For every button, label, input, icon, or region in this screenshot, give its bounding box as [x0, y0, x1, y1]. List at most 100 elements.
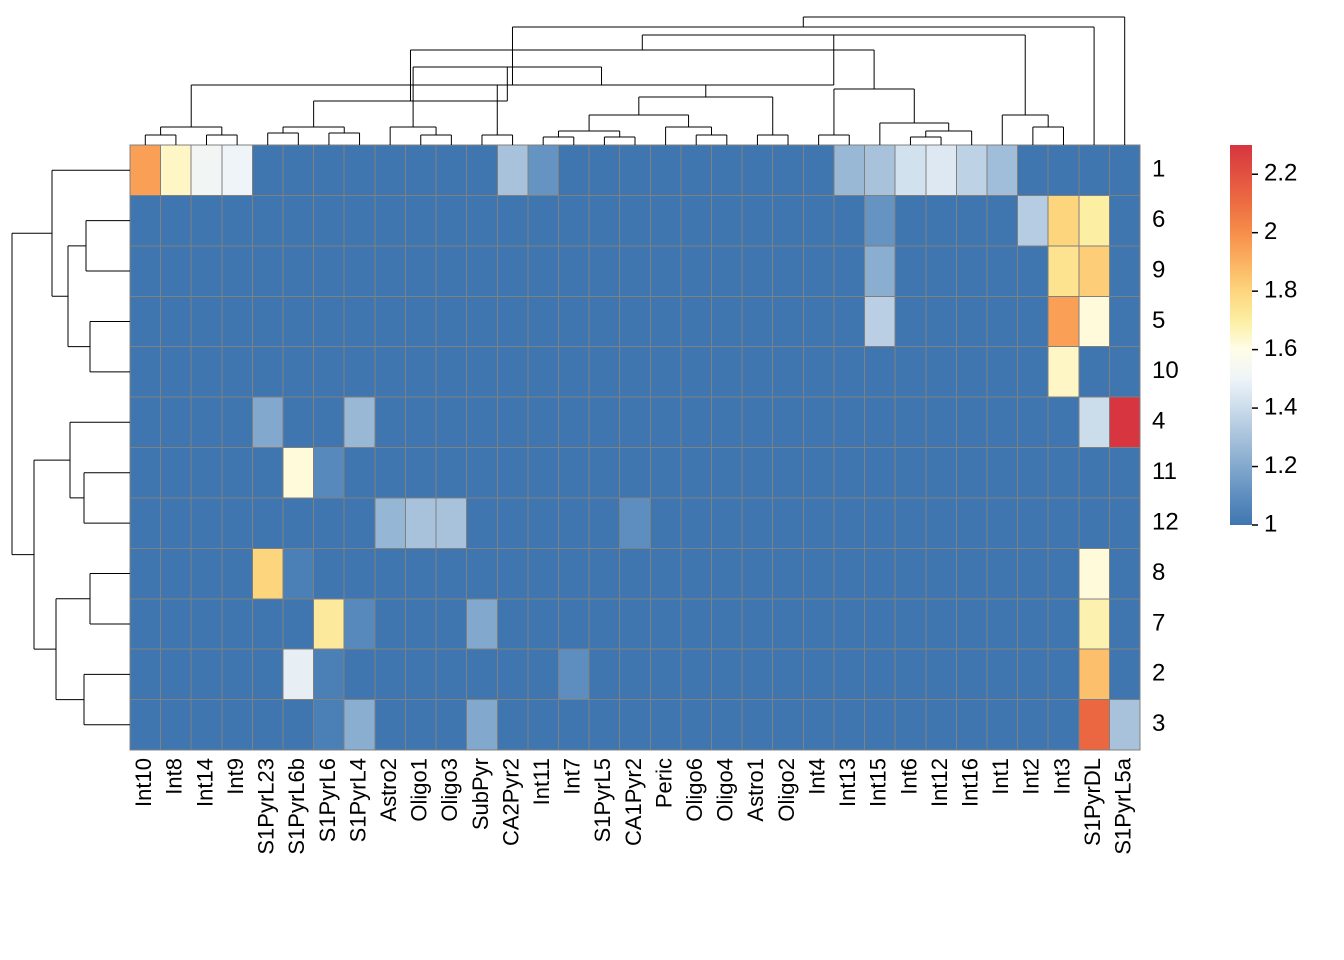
heatmap-cell: [681, 498, 712, 548]
heatmap-cell: [1109, 548, 1140, 598]
column-label: S1PyrL23: [254, 758, 279, 855]
heatmap-cell: [528, 700, 559, 750]
heatmap-cell: [589, 548, 620, 598]
column-label: Int8: [162, 758, 187, 795]
heatmap-cell: [528, 649, 559, 699]
heatmap-cell: [436, 649, 467, 699]
heatmap-cell: [620, 649, 651, 699]
heatmap-cell: [650, 498, 681, 548]
heatmap-cell: [742, 700, 773, 750]
heatmap-cell: [1079, 448, 1110, 498]
heatmap-cell: [742, 599, 773, 649]
heatmap-cell: [222, 548, 253, 598]
heatmap-cell: [344, 700, 375, 750]
heatmap-cell: [161, 246, 192, 296]
heatmap-cell: [436, 700, 467, 750]
heatmap-cell: [130, 649, 161, 699]
heatmap-cell: [467, 246, 498, 296]
heatmap-cell: [895, 548, 926, 598]
column-label: Int1: [988, 758, 1013, 795]
heatmap-cell: [283, 498, 314, 548]
heatmap-cell: [283, 700, 314, 750]
heatmap-cell: [467, 145, 498, 195]
heatmap-cell: [467, 599, 498, 649]
heatmap-cell: [222, 397, 253, 447]
heatmap-cell: [803, 448, 834, 498]
heatmap-cell: [436, 195, 467, 245]
heatmap-cell: [650, 599, 681, 649]
heatmap-cell: [926, 195, 957, 245]
heatmap-cell: [681, 347, 712, 397]
heatmap-cell: [1048, 599, 1079, 649]
heatmap-cell: [558, 700, 589, 750]
heatmap-cell: [773, 195, 804, 245]
heatmap-cell: [1048, 548, 1079, 598]
heatmap-cell: [191, 347, 222, 397]
heatmap-cell: [1079, 195, 1110, 245]
heatmap-cell: [773, 498, 804, 548]
heatmap-cell: [926, 296, 957, 346]
heatmap-cell: [344, 599, 375, 649]
column-label: Int3: [1049, 758, 1074, 795]
row-label: 5: [1152, 307, 1165, 334]
heatmap-cell: [558, 599, 589, 649]
heatmap-cell: [252, 145, 283, 195]
heatmap-cell: [405, 296, 436, 346]
heatmap-cell: [405, 145, 436, 195]
column-label: Int7: [560, 758, 585, 795]
heatmap-cell: [589, 195, 620, 245]
heatmap-cell: [926, 649, 957, 699]
heatmap-cell: [620, 397, 651, 447]
heatmap-cell: [1018, 296, 1049, 346]
heatmap-cell: [314, 649, 345, 699]
heatmap-cell: [834, 246, 865, 296]
heatmap-cell: [742, 296, 773, 346]
heatmap-cell: [834, 599, 865, 649]
heatmap-cell: [865, 448, 896, 498]
heatmap-cell: [436, 548, 467, 598]
column-label: Astro1: [743, 758, 768, 822]
heatmap-cell: [803, 498, 834, 548]
heatmap-cell: [1109, 448, 1140, 498]
heatmap-cell: [712, 246, 743, 296]
heatmap-cell: [987, 347, 1018, 397]
heatmap-cell: [895, 246, 926, 296]
column-label: S1PyrL5: [590, 758, 615, 842]
heatmap-cell: [956, 448, 987, 498]
heatmap-cell: [956, 195, 987, 245]
heatmap-cell: [1048, 700, 1079, 750]
heatmap-cell: [681, 145, 712, 195]
heatmap-cell: [926, 448, 957, 498]
heatmap-cell: [130, 195, 161, 245]
heatmap-cell: [712, 548, 743, 598]
heatmap-cell: [834, 498, 865, 548]
column-label: Int12: [927, 758, 952, 807]
heatmap-cell: [773, 296, 804, 346]
heatmap-cell: [528, 498, 559, 548]
heatmap-cell: [681, 700, 712, 750]
heatmap-cell: [161, 195, 192, 245]
heatmap-cell: [528, 397, 559, 447]
heatmap-cell: [130, 498, 161, 548]
heatmap-cell: [222, 246, 253, 296]
heatmap-cell: [650, 448, 681, 498]
heatmap-cell: [865, 548, 896, 598]
heatmap-cell: [803, 700, 834, 750]
heatmap-cell: [956, 700, 987, 750]
heatmap-cell: [130, 145, 161, 195]
heatmap-cell: [1079, 397, 1110, 447]
heatmap-cell: [987, 145, 1018, 195]
row-label: 4: [1152, 408, 1165, 435]
heatmap-cell: [1079, 347, 1110, 397]
heatmap-cell: [926, 548, 957, 598]
column-label: S1PyrL4: [345, 758, 370, 842]
heatmap-cell: [681, 649, 712, 699]
heatmap-cell: [436, 145, 467, 195]
heatmap-cell: [589, 296, 620, 346]
heatmap-cell: [742, 195, 773, 245]
heatmap-cell: [161, 296, 192, 346]
heatmap-cell: [375, 498, 406, 548]
heatmap-cell: [956, 649, 987, 699]
column-label: Oligo1: [407, 758, 432, 822]
heatmap-cell: [375, 548, 406, 598]
